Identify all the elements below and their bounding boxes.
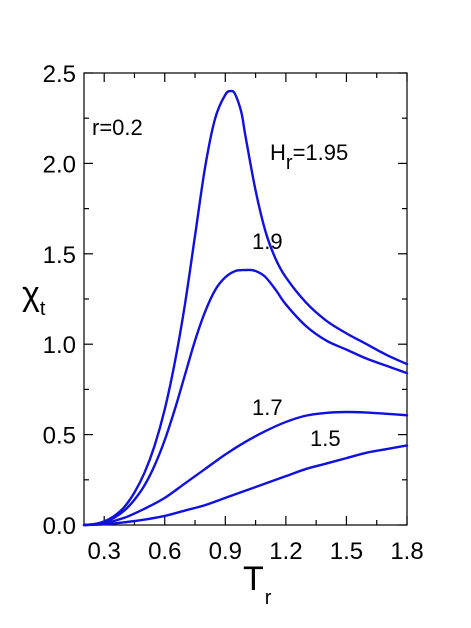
y-tick-label: 1.5 [43, 242, 76, 269]
x-axis: 0.3 0.6 0.9 1.2 1.5 1.8 [88, 73, 424, 565]
series-line-3 [82, 410, 409, 527]
series-line-1 [82, 89, 409, 527]
y-tick-label: 2.0 [43, 151, 76, 178]
plot-area [82, 89, 409, 527]
y-axis: 0.0 0.5 1.0 1.5 2.0 2.5 [43, 61, 407, 540]
y-tick-label: 0.5 [43, 423, 76, 450]
x-tick-label: 0.3 [88, 538, 121, 565]
y-tick-label: 1.0 [43, 332, 76, 359]
y-axis-title: χt [22, 275, 46, 320]
param-annotation: r=0.2 [92, 115, 143, 140]
y-tick-label: 0.0 [43, 513, 76, 540]
y-tick-label: 2.5 [43, 61, 76, 88]
series-label-1-9: 1.9 [252, 229, 283, 254]
x-tick-label: 0.9 [209, 538, 242, 565]
series-label-1-95: Hr=1.95 [270, 140, 348, 174]
series-label-1-5: 1.5 [310, 426, 341, 451]
series-label-1-7: 1.7 [252, 395, 283, 420]
series-line-2 [82, 268, 409, 527]
x-tick-label: 1.8 [390, 538, 423, 565]
x-axis-title: Tr [243, 560, 272, 609]
x-tick-label: 0.6 [148, 538, 181, 565]
x-tick-label: 1.2 [269, 538, 302, 565]
series-line-4 [82, 444, 409, 527]
x-tick-label: 1.5 [330, 538, 363, 565]
